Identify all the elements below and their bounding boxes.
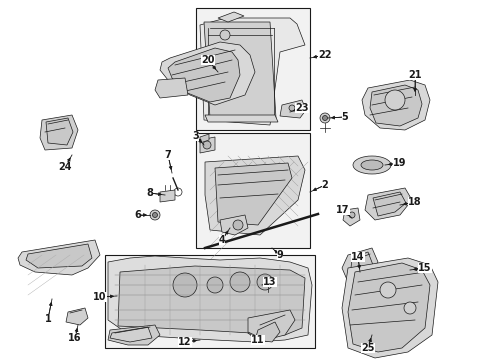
Text: 5: 5 <box>341 112 347 122</box>
Text: 8: 8 <box>146 188 153 198</box>
Polygon shape <box>372 192 405 216</box>
Polygon shape <box>204 115 278 122</box>
Polygon shape <box>215 163 291 225</box>
Polygon shape <box>203 22 275 118</box>
Polygon shape <box>40 115 78 150</box>
Text: 18: 18 <box>407 197 421 207</box>
Polygon shape <box>218 12 244 22</box>
Text: 22: 22 <box>318 50 331 60</box>
Polygon shape <box>160 42 254 105</box>
Polygon shape <box>26 244 92 268</box>
Circle shape <box>384 90 404 110</box>
Text: 2: 2 <box>321 180 328 190</box>
Polygon shape <box>108 325 160 345</box>
Ellipse shape <box>360 160 382 170</box>
Circle shape <box>150 210 160 220</box>
Polygon shape <box>341 248 377 282</box>
Circle shape <box>152 212 157 217</box>
Polygon shape <box>280 100 305 118</box>
Circle shape <box>232 220 243 230</box>
Polygon shape <box>46 118 73 145</box>
Polygon shape <box>200 134 208 143</box>
Polygon shape <box>155 78 187 98</box>
Text: 23: 23 <box>295 103 308 113</box>
Text: 9: 9 <box>276 250 283 260</box>
Bar <box>196 8 309 130</box>
Text: 1: 1 <box>44 314 51 324</box>
Circle shape <box>348 212 354 218</box>
Text: 12: 12 <box>178 337 191 347</box>
Circle shape <box>288 105 294 111</box>
Bar <box>196 133 309 248</box>
Polygon shape <box>369 85 421 126</box>
Text: 20: 20 <box>201 55 214 65</box>
Polygon shape <box>220 215 247 235</box>
Circle shape <box>322 116 327 121</box>
Polygon shape <box>110 327 152 342</box>
Polygon shape <box>254 322 280 342</box>
Circle shape <box>206 277 223 293</box>
Circle shape <box>229 272 249 292</box>
Ellipse shape <box>352 156 390 174</box>
Text: 3: 3 <box>192 131 199 141</box>
Polygon shape <box>204 156 305 235</box>
Text: 24: 24 <box>58 162 72 172</box>
Text: 21: 21 <box>407 70 421 80</box>
Polygon shape <box>364 188 411 220</box>
Text: 10: 10 <box>93 292 106 302</box>
Polygon shape <box>18 240 100 275</box>
Circle shape <box>203 141 210 149</box>
Polygon shape <box>118 266 305 335</box>
Polygon shape <box>160 190 175 202</box>
Polygon shape <box>349 252 372 278</box>
Text: 4: 4 <box>218 235 225 245</box>
Polygon shape <box>342 208 359 226</box>
Polygon shape <box>168 48 240 102</box>
Text: 19: 19 <box>392 158 406 168</box>
Text: 17: 17 <box>336 205 349 215</box>
Polygon shape <box>200 137 215 153</box>
Polygon shape <box>341 258 437 358</box>
Polygon shape <box>108 256 311 342</box>
Text: 16: 16 <box>68 333 81 343</box>
Polygon shape <box>200 18 305 125</box>
Text: 15: 15 <box>417 263 431 273</box>
Text: 11: 11 <box>251 335 264 345</box>
Polygon shape <box>66 308 88 325</box>
Circle shape <box>319 113 329 123</box>
Text: 25: 25 <box>361 343 374 353</box>
Text: 14: 14 <box>350 252 364 262</box>
Circle shape <box>220 30 229 40</box>
Text: 7: 7 <box>164 150 171 160</box>
Text: 6: 6 <box>134 210 141 220</box>
Circle shape <box>173 273 197 297</box>
Circle shape <box>379 282 395 298</box>
Bar <box>105 255 314 348</box>
Polygon shape <box>247 310 294 340</box>
Text: 13: 13 <box>263 277 276 287</box>
Polygon shape <box>347 263 429 352</box>
Polygon shape <box>361 80 429 130</box>
Circle shape <box>403 302 415 314</box>
Circle shape <box>257 274 272 290</box>
